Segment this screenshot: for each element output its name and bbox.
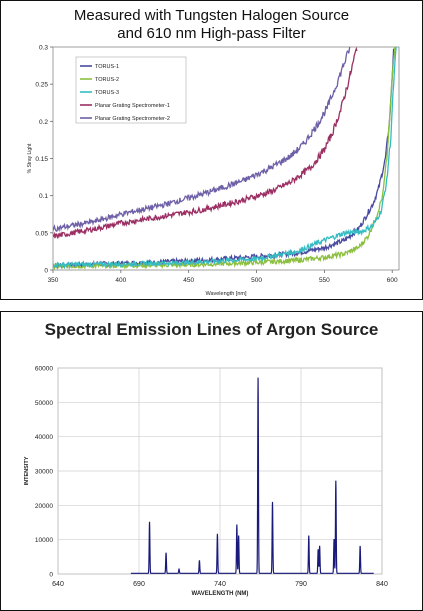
chart1-title-line2: and 610 nm High-pass Filter <box>117 25 306 42</box>
y-axis-label: % Stray Light <box>27 143 33 173</box>
x-tick-label: 690 <box>133 581 145 588</box>
y-tick-label: 0.05 <box>35 230 48 237</box>
y-tick-label: 0 <box>44 268 48 275</box>
x-tick-label: 740 <box>214 581 226 588</box>
y-tick-label: 0.2 <box>39 119 48 126</box>
chart2-title: Spectral Emission Lines of Argon Source <box>44 320 379 339</box>
y-tick-label: 0.25 <box>35 82 48 89</box>
x-tick-label: 640 <box>52 581 64 588</box>
legend-label: TORUS-2 <box>95 77 119 83</box>
x-tick-label: 500 <box>251 277 262 284</box>
y-tick-label: 30000 <box>35 469 53 476</box>
y-tick-label: 0 <box>49 572 53 579</box>
stray-light-chart: 0 0.05 0.1 0.15 0.2 0.25 0.3 350 400 450 500 550 600… <box>27 45 400 297</box>
x-axis-label: WAVELENGTH (NM) <box>192 591 249 597</box>
y-tick-label: 50000 <box>35 400 53 407</box>
x-tick-label: 790 <box>295 581 307 588</box>
x-tick-label: 400 <box>115 277 126 284</box>
chart1-title-line1: Measured with Tungsten Halogen Source <box>73 7 350 24</box>
series-line-5 <box>53 47 351 233</box>
argon-emission-chart-panel: Spectral Emission Lines of Argon Source … <box>0 311 423 611</box>
y-tick-label: 40000 <box>35 434 53 441</box>
y-tick-label: 60000 <box>35 366 53 373</box>
stray-light-chart-panel: Measured with Tungsten Halogen Source an… <box>0 0 423 300</box>
x-tick-label: 600 <box>387 277 398 284</box>
legend-label: TORUS-1 <box>95 64 119 70</box>
legend-label: TORUS-3 <box>95 90 119 96</box>
y-tick-label: 0.15 <box>35 156 48 163</box>
y-tick-label: 0.1 <box>39 193 48 200</box>
series-line-3 <box>53 47 397 270</box>
x-tick-label: 350 <box>48 277 59 284</box>
x-tick-label: 450 <box>183 277 194 284</box>
legend-label: Planar Grating Spectrometer-2 <box>95 116 170 122</box>
spectrum-line <box>130 377 374 574</box>
y-tick-label: 0.3 <box>39 45 48 52</box>
legend-label: Planar Grating Spectrometer-1 <box>95 103 170 109</box>
x-axis-label: Wavelength [nm] <box>205 291 247 297</box>
y-tick-label: 20000 <box>35 503 53 510</box>
series-line-4 <box>53 47 358 240</box>
y-axis-label: INTENSITY <box>24 456 30 485</box>
argon-emission-chart: 0 10000 20000 30000 40000 50000 60000 640 690 740… <box>24 366 388 598</box>
y-tick-label: 10000 <box>35 537 53 544</box>
x-tick-label: 550 <box>319 277 330 284</box>
legend-box <box>75 56 187 124</box>
x-tick-label: 840 <box>376 581 388 588</box>
